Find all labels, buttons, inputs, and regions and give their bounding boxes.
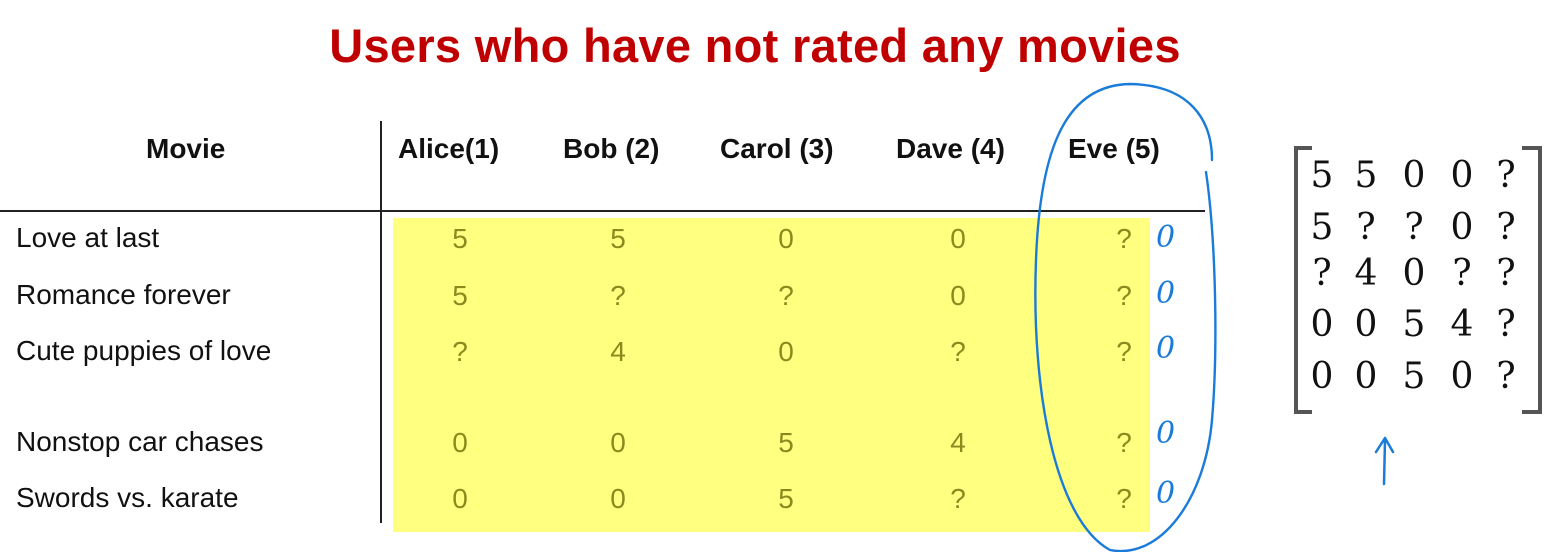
matrix-cell: 5 <box>1402 356 1426 397</box>
page-title: Users who have not rated any movies <box>329 19 1181 72</box>
rating-cell: 0 <box>778 336 794 367</box>
matrix-right-bracket <box>1522 146 1542 414</box>
matrix-cell: 5 <box>1310 155 1334 196</box>
matrix-cell: 4 <box>1354 253 1378 294</box>
user-header-eve: Eve (5) <box>1068 133 1160 164</box>
matrix-cell: 0 <box>1450 155 1474 196</box>
up-arrow-icon <box>1374 436 1395 486</box>
rating-cell: ? <box>1116 336 1132 367</box>
eve-zero-annotation: 0 <box>1156 331 1176 366</box>
matrix-cell: ? <box>1496 304 1516 345</box>
movie-name-love-at-last: Love at last <box>16 222 160 253</box>
matrix-cell: 0 <box>1402 253 1426 294</box>
matrix-cell: ? <box>1452 253 1472 294</box>
matrix-cell: ? <box>1496 253 1516 294</box>
matrix-cell: 0 <box>1450 207 1474 248</box>
rating-cell: 5 <box>452 280 468 311</box>
matrix-cell: 0 <box>1354 356 1378 397</box>
rating-cell: ? <box>1116 483 1132 514</box>
rating-cell: 5 <box>778 427 794 458</box>
matrix-cell: ? <box>1496 155 1516 196</box>
rating-cell: 5 <box>610 223 626 254</box>
matrix-cell: ? <box>1496 356 1516 397</box>
matrix-cell: ? <box>1312 253 1332 294</box>
rating-cell: ? <box>1116 427 1132 458</box>
rating-cell: 0 <box>950 223 966 254</box>
rating-cell: 0 <box>452 483 468 514</box>
matrix-cell: ? <box>1496 207 1516 248</box>
rating-cell: 4 <box>950 427 966 458</box>
rating-cell: ? <box>1116 223 1132 254</box>
rating-cell: 4 <box>610 336 626 367</box>
matrix-cell: 5 <box>1310 207 1334 248</box>
rating-cell: 0 <box>950 280 966 311</box>
rating-cell: 0 <box>452 427 468 458</box>
table-header-divider <box>0 210 1205 212</box>
rating-cell: 5 <box>452 223 468 254</box>
matrix-cell: 5 <box>1354 155 1378 196</box>
movie-column-header: Movie <box>146 133 226 164</box>
ratings-highlight <box>393 218 1150 532</box>
rating-cell: 0 <box>778 223 794 254</box>
table-vertical-divider <box>380 121 382 523</box>
rating-cell: ? <box>950 483 966 514</box>
matrix-cell: ? <box>1356 207 1376 248</box>
rating-cell: ? <box>950 336 966 367</box>
matrix-cell: 4 <box>1450 304 1474 345</box>
matrix-cell: 0 <box>1354 304 1378 345</box>
rating-cell: 0 <box>610 483 626 514</box>
movie-name-nonstop-car-chases: Nonstop car chases <box>16 426 264 457</box>
matrix-cell: 0 <box>1450 356 1474 397</box>
eve-zero-annotation: 0 <box>1156 220 1176 255</box>
rating-cell: ? <box>610 280 626 311</box>
rating-cell: ? <box>778 280 794 311</box>
matrix-cell: ? <box>1404 207 1424 248</box>
eve-column-ellipse <box>1034 82 1217 552</box>
rating-cell: ? <box>1116 280 1132 311</box>
eve-zero-annotation: 0 <box>1156 416 1176 451</box>
user-header-dave: Dave (4) <box>896 133 1005 164</box>
movie-name-romance-forever: Romance forever <box>16 279 231 310</box>
eve-zero-annotation: 0 <box>1156 476 1176 511</box>
rating-cell: ? <box>452 336 468 367</box>
rating-cell: 5 <box>778 483 794 514</box>
rating-cell: 0 <box>610 427 626 458</box>
movie-name-swords-vs-karate: Swords vs. karate <box>16 482 239 513</box>
matrix-cell: 0 <box>1310 356 1334 397</box>
user-header-bob: Bob (2) <box>563 133 660 164</box>
user-header-alice: Alice(1) <box>398 133 500 164</box>
matrix-cell: 0 <box>1402 155 1426 196</box>
user-header-carol: Carol (3) <box>720 133 834 164</box>
matrix-cell: 5 <box>1402 304 1426 345</box>
matrix-cell: 0 <box>1310 304 1334 345</box>
movie-name-cute-puppies: Cute puppies of love <box>16 335 272 366</box>
matrix-left-bracket <box>1294 146 1312 414</box>
eve-zero-annotation: 0 <box>1156 276 1176 311</box>
